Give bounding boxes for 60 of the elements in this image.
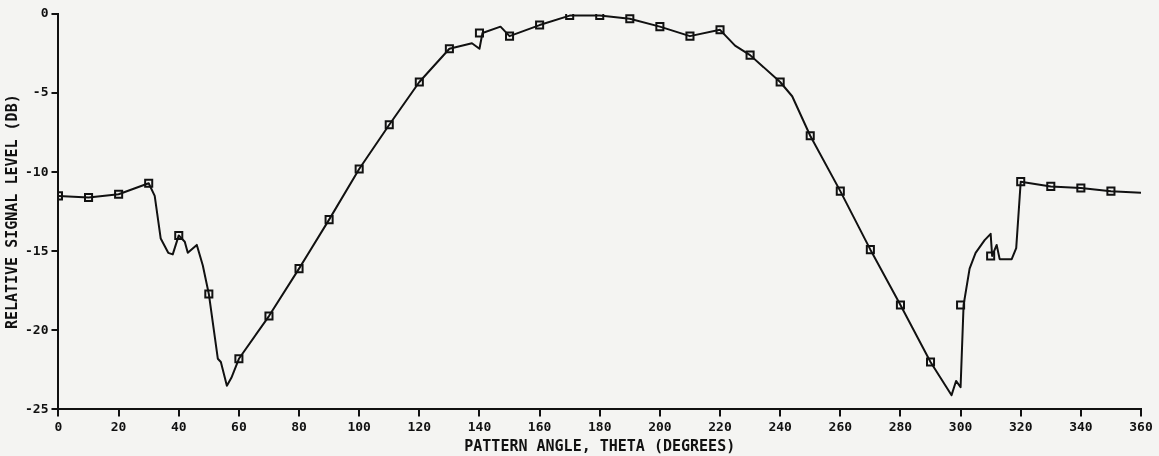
- x-tick-label: 300: [948, 418, 973, 434]
- point: [925, 357, 936, 367]
- x-tick-label: 80: [291, 418, 308, 434]
- point: [835, 186, 845, 196]
- point: [504, 31, 515, 41]
- point: [865, 245, 875, 255]
- point: [384, 120, 394, 130]
- y-axis-title: RELATIVE SIGNAL LEVEL (DB): [2, 94, 21, 330]
- x-tick-label: 320: [1008, 418, 1033, 434]
- point: [204, 289, 214, 299]
- x-tick-label: 100: [347, 418, 372, 434]
- point: [474, 28, 484, 38]
- point: [174, 230, 184, 240]
- y-tick-label: 0: [40, 5, 49, 21]
- x-tick-label: 180: [588, 418, 612, 434]
- point: [144, 178, 154, 188]
- y-tick-label: -10: [25, 163, 49, 179]
- x-tick-label: 340: [1069, 418, 1093, 434]
- point: [354, 164, 364, 174]
- point: [1076, 183, 1086, 193]
- x-tick-label: 260: [828, 418, 853, 434]
- x-axis-title: PATTERN ANGLE, THETA (DEGREES): [464, 436, 736, 455]
- x-tick-label: 220: [708, 418, 732, 434]
- x-tick-label: 160: [527, 418, 552, 434]
- point: [1106, 186, 1116, 196]
- y-tick-label: -20: [25, 321, 49, 337]
- y-tick-label: -5: [32, 84, 49, 100]
- x-tick-label: 200: [648, 418, 672, 434]
- y-tick-label: -25: [25, 400, 49, 416]
- point: [324, 215, 334, 225]
- x-tick-label: 140: [467, 418, 492, 434]
- point: [1046, 181, 1056, 191]
- x-tick-label: 20: [110, 418, 127, 434]
- point: [535, 20, 545, 30]
- x-tick-label: 40: [170, 418, 187, 434]
- point: [625, 14, 635, 24]
- x-tick-label: 280: [888, 418, 913, 434]
- x-tick-label: 0: [54, 418, 63, 434]
- point: [114, 189, 124, 199]
- x-tick-label: 360: [1129, 418, 1153, 434]
- point: [234, 354, 244, 364]
- x-tick-label: 60: [231, 418, 247, 434]
- point: [444, 44, 454, 54]
- point: [264, 311, 274, 321]
- point: [294, 264, 304, 274]
- x-tick-label: 120: [407, 418, 432, 434]
- x-tick-label: 240: [768, 418, 793, 434]
- point: [986, 251, 996, 261]
- point: [956, 300, 966, 310]
- point: [414, 77, 424, 87]
- point: [805, 131, 815, 141]
- point: [1016, 177, 1026, 187]
- point: [685, 31, 695, 41]
- point: [84, 192, 94, 202]
- point: [895, 300, 905, 310]
- y-tick-label: -15: [25, 242, 49, 258]
- point: [715, 25, 725, 35]
- point: [775, 77, 785, 87]
- point: [745, 50, 755, 60]
- point: [655, 22, 665, 32]
